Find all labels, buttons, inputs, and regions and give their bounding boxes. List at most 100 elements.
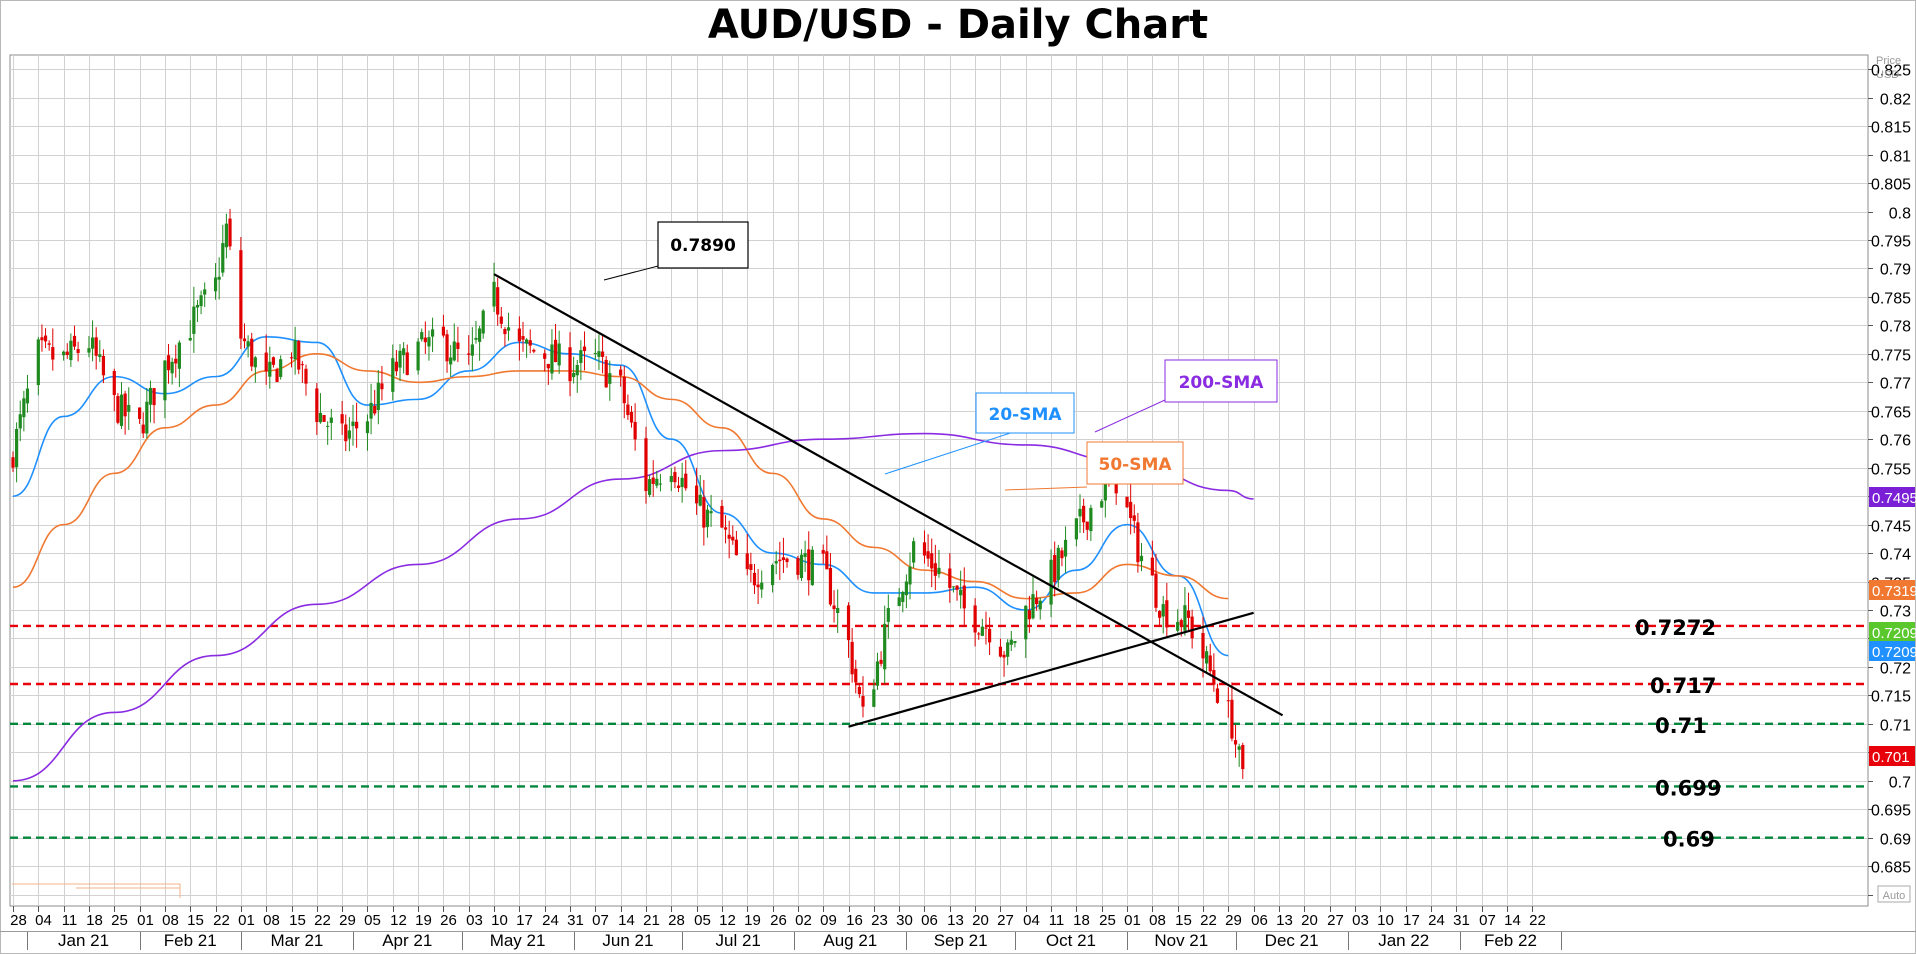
candle-body: [65, 351, 69, 356]
candle-body: [69, 340, 73, 361]
candle-body: [857, 686, 861, 695]
x-tick-label: 25: [1099, 912, 1116, 929]
x-tick-label: 15: [289, 912, 306, 929]
candle-body: [676, 485, 681, 488]
candle-body: [1208, 655, 1212, 672]
y-tick-label: 0.785: [1871, 291, 1911, 308]
x-tick-label: 12: [390, 912, 407, 929]
x-tick-label: 28: [10, 912, 27, 929]
candle-body: [116, 396, 120, 423]
candle-body: [825, 551, 829, 570]
x-tick-label: 24: [542, 912, 559, 929]
candle-body: [441, 326, 446, 336]
candle-body: [373, 405, 377, 414]
candle-body: [1179, 620, 1183, 626]
candle-body: [600, 351, 605, 357]
candle-body: [593, 353, 597, 355]
candle-body: [192, 306, 196, 334]
axes: 0.680.6850.690.6950.70.7050.710.7150.720…: [0, 55, 1916, 950]
annotation-box-0-7890: [657, 221, 749, 269]
candle-body: [271, 357, 276, 365]
candle-body: [1233, 740, 1238, 745]
x-tick-label: 03: [466, 912, 483, 929]
x-tick-label: 10: [491, 912, 508, 929]
candle-body: [239, 250, 243, 339]
candle-body: [684, 473, 688, 489]
volume-bracket: [12, 883, 181, 898]
candle-body: [355, 421, 359, 429]
y-tick-label: 0.76: [1880, 433, 1911, 450]
candle-body: [1063, 539, 1068, 557]
auto-button: [1877, 885, 1911, 903]
annotations: 0.7890 20-SMA 50-SMA 200-SMA: [12, 221, 1278, 898]
candle-body: [655, 478, 659, 486]
candle-body: [11, 457, 15, 468]
candle-body: [22, 398, 26, 418]
candle-body: [525, 339, 529, 344]
candle-body: [673, 472, 677, 483]
x-tick-label: 22: [314, 912, 331, 929]
candle-body: [224, 223, 229, 248]
candle-body: [720, 505, 724, 528]
candle-body: [376, 382, 380, 411]
candle-body: [850, 641, 854, 675]
candle-body: [279, 359, 283, 377]
candle-body: [810, 549, 814, 586]
candle-body: [1049, 559, 1053, 605]
candle-body: [1038, 600, 1042, 610]
candle-body: [821, 550, 825, 554]
level-label: 0.69: [1663, 828, 1715, 852]
level-label: 0.71: [1655, 714, 1707, 738]
candle-body: [973, 605, 977, 633]
candle-body: [449, 357, 453, 365]
candle-body: [770, 565, 775, 586]
candle-body: [242, 338, 247, 342]
candle-body: [221, 243, 225, 273]
candle-body: [756, 584, 760, 588]
month-label: Nov 21: [1154, 931, 1208, 950]
x-tick-label: 11: [1049, 912, 1065, 929]
candle-body: [420, 332, 424, 340]
x-tick-label: 26: [770, 912, 787, 929]
candle-body: [25, 388, 30, 404]
x-tick-label: 19: [744, 912, 761, 929]
x-tick-label: 30: [896, 912, 913, 929]
x-tick-label: 04: [1023, 912, 1040, 929]
candle-body: [861, 696, 865, 707]
candle-body: [496, 287, 500, 315]
candle-body: [87, 348, 91, 353]
month-label: Jul 21: [716, 931, 761, 950]
candle-body: [1226, 700, 1230, 702]
sma50-label: 50-SMA: [1098, 455, 1172, 475]
candle-body: [98, 354, 102, 357]
candle-body: [951, 586, 956, 588]
candle-body: [781, 557, 786, 561]
candle-body: [521, 336, 525, 340]
candle-body: [875, 661, 880, 686]
price-badge-text: 0.7495: [1872, 490, 1916, 507]
trendline: [848, 611, 1254, 728]
candle-body: [912, 541, 916, 563]
candle-body: [629, 411, 634, 423]
price-badge-text: 0.701: [1872, 749, 1910, 766]
candle-body: [987, 628, 992, 643]
candle-body: [695, 485, 699, 504]
x-tick-label: 20: [1301, 912, 1318, 929]
candle-body: [329, 417, 333, 423]
candle-body: [51, 347, 55, 360]
candle-body: [651, 477, 655, 484]
candle-body: [727, 534, 731, 539]
x-tick-label: 12: [719, 912, 736, 929]
candle-body: [228, 218, 232, 247]
candle-body: [416, 341, 420, 371]
sma20-label: 20-SMA: [988, 405, 1062, 425]
candle-body: [1103, 478, 1107, 501]
x-tick-label: 28: [668, 912, 685, 929]
level-label: 0.699: [1655, 776, 1721, 800]
candle-body: [702, 497, 706, 528]
candle-body: [785, 558, 789, 563]
x-tick-label: 08: [263, 912, 280, 929]
candle-body: [170, 361, 174, 374]
candle-body: [15, 428, 19, 468]
candle-body: [796, 558, 800, 575]
